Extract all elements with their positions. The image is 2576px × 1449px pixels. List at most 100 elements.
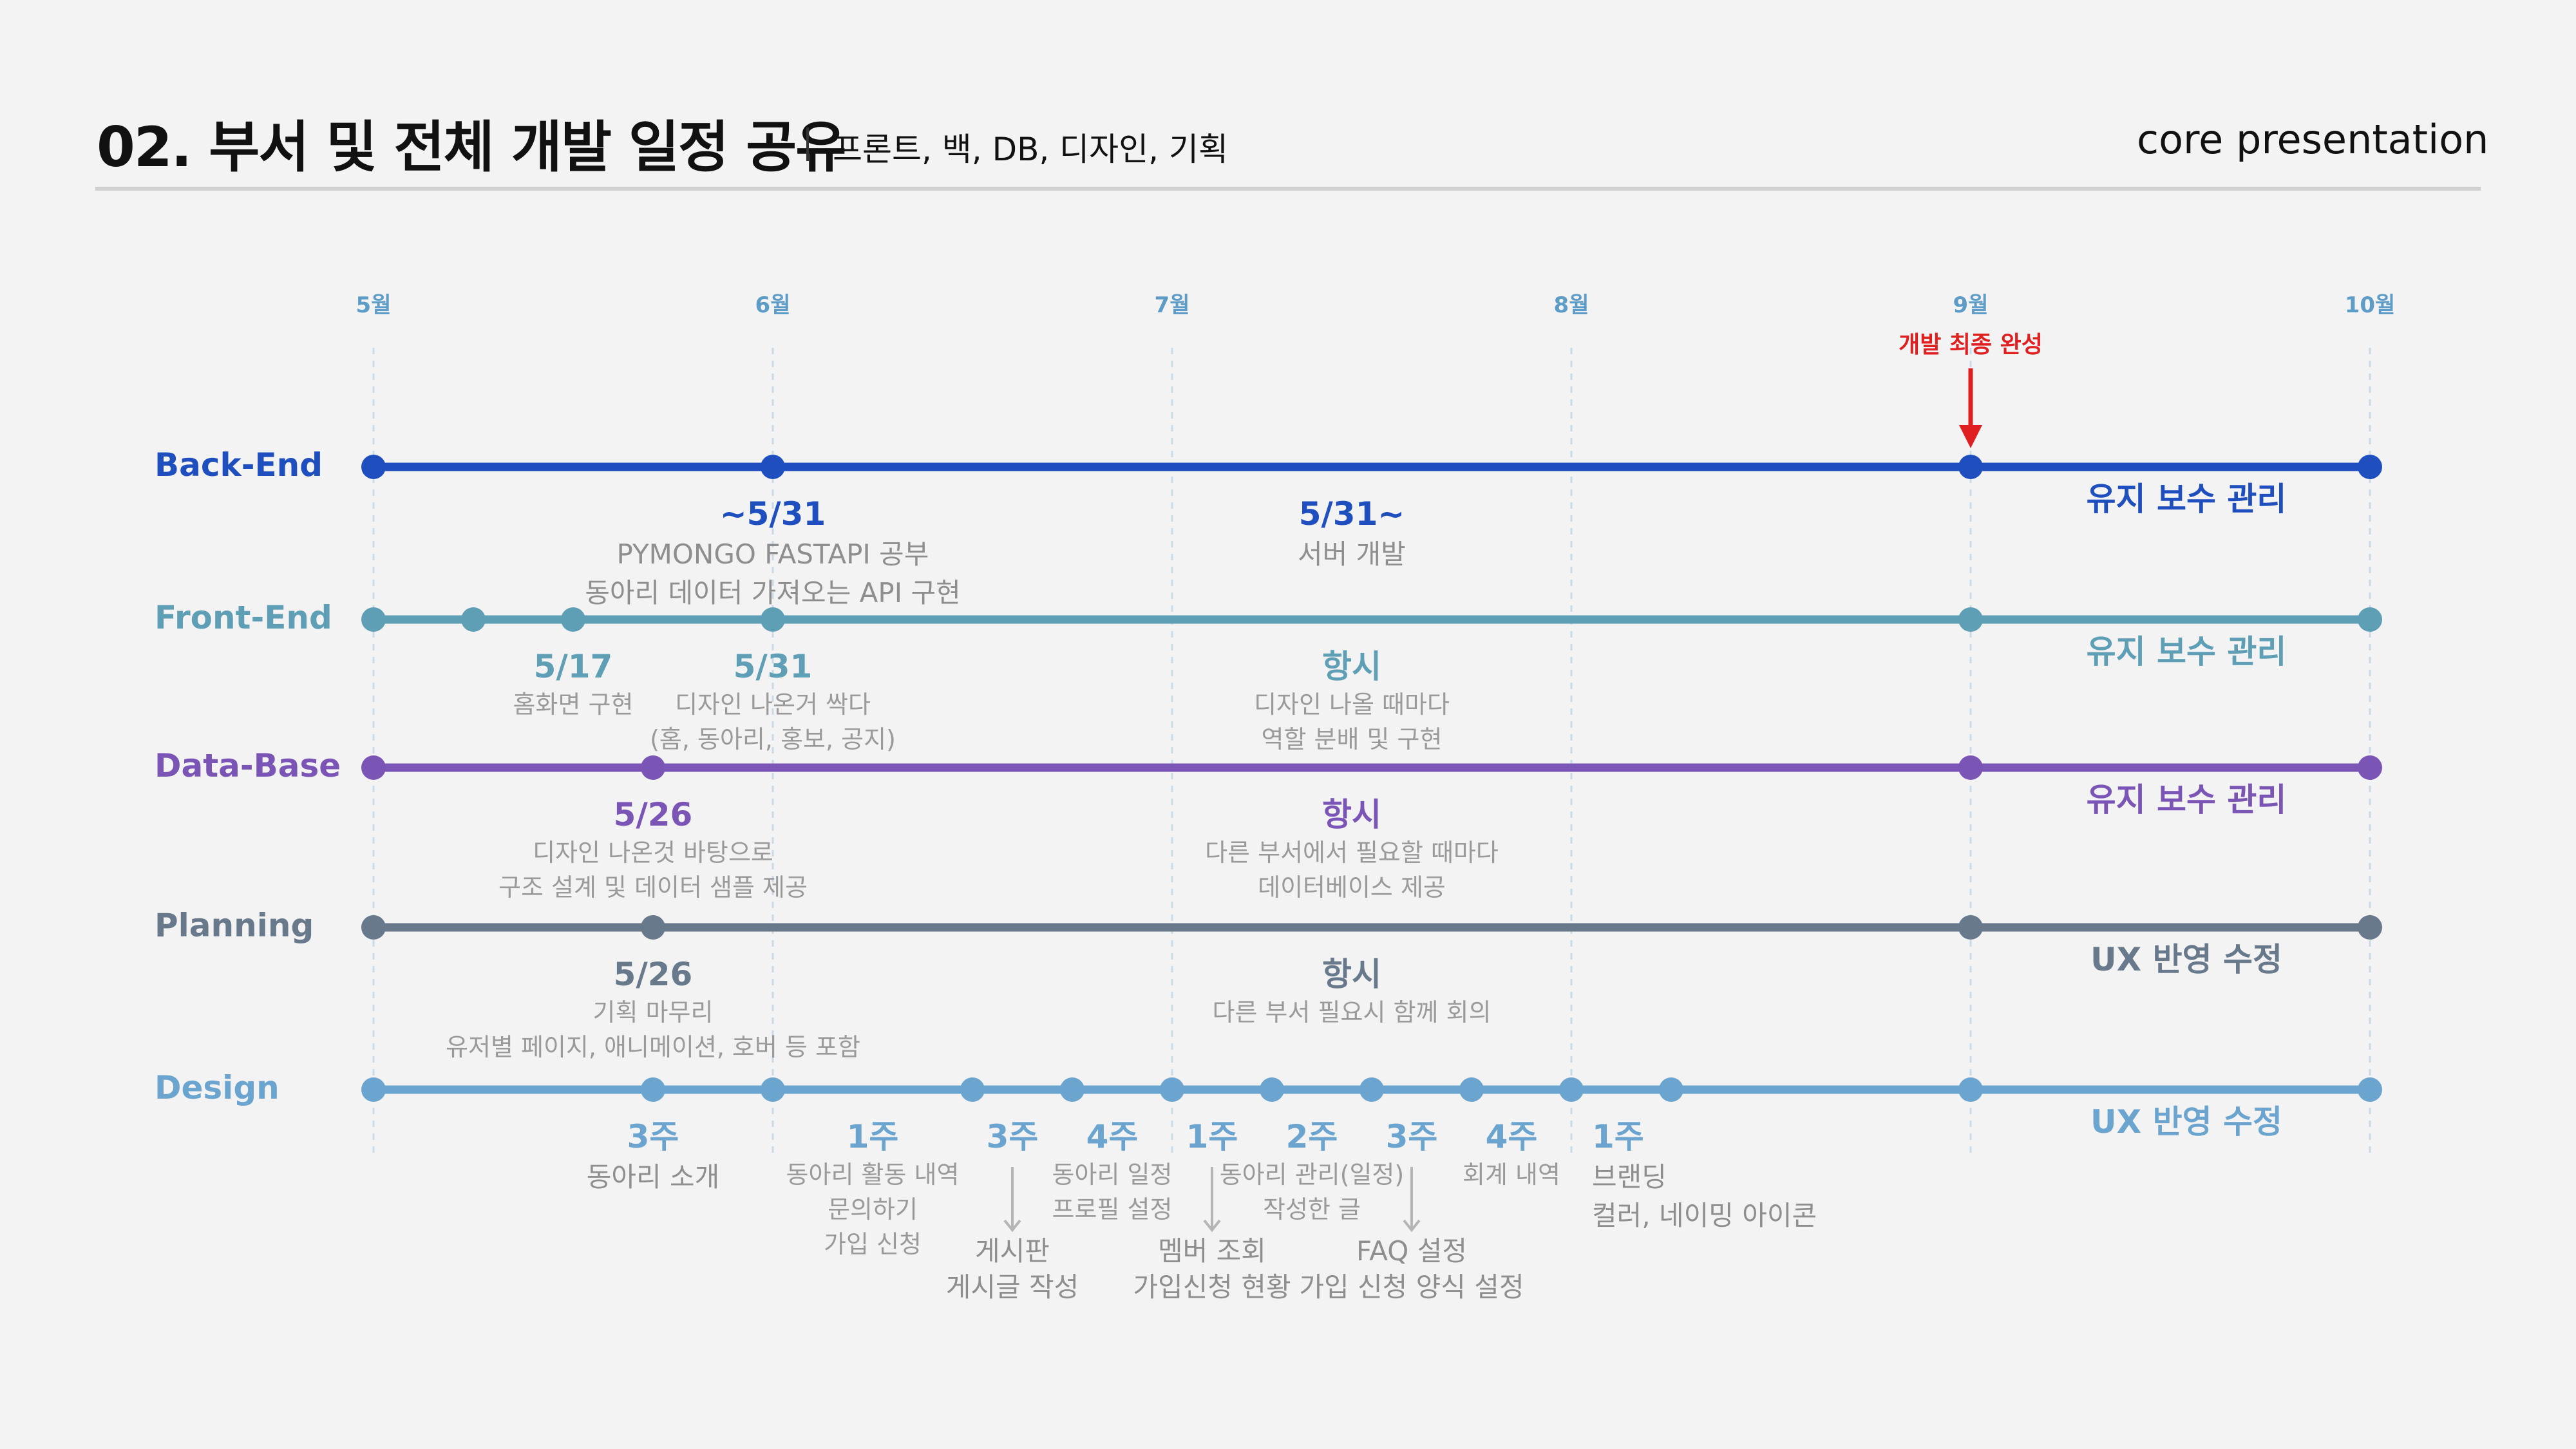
milestone-desc: 역할 분배 및 구현: [1262, 725, 1443, 753]
milestone-desc: 유저별 페이지, 애니메이션, 호버 등 포함: [446, 1033, 860, 1061]
milestone-dot: [1958, 455, 1983, 479]
milestone-dot: [1260, 1077, 1284, 1102]
brand-label: core presentation: [2137, 116, 2489, 163]
end-label-design: UX 반영 수정: [2090, 1103, 2282, 1141]
milestone-dot: [2358, 915, 2382, 940]
milestone-desc: 동아리 활동 내역: [786, 1160, 960, 1189]
milestone-title: 5/17: [534, 648, 613, 685]
milestone-dot: [761, 455, 785, 479]
milestone-dot: [2358, 1077, 2382, 1102]
milestone-desc: 홈화면 구현: [513, 690, 634, 719]
milestone-desc-below: 멤버 조회: [1158, 1235, 1266, 1267]
page-title: 02. 부서 및 전체 개발 일정 공유: [97, 115, 846, 180]
deadline-arrow-head: [1959, 425, 1982, 448]
milestone-desc: 회계 내역: [1463, 1160, 1560, 1189]
milestone-desc: 구조 설계 및 데이터 샘플 제공: [498, 873, 808, 902]
milestone-title: 3주: [627, 1118, 679, 1155]
milestone-desc: 디자인 나온거 싹다: [675, 690, 871, 719]
row-label-backend: Back-End: [155, 446, 323, 484]
milestone-dot: [2358, 607, 2382, 632]
milestone-desc: 브랜딩: [1592, 1161, 1667, 1193]
milestone-dot: [2358, 755, 2382, 780]
milestone-title: 5/31~: [1299, 495, 1405, 533]
milestone-desc: 서버 개발: [1298, 538, 1406, 570]
milestone-desc: 동아리 데이터 가져오는 API 구현: [585, 577, 961, 609]
row-label-design: Design: [155, 1069, 279, 1106]
milestone-dot: [641, 915, 665, 940]
milestone-title: 2주: [1286, 1118, 1338, 1155]
down-arrow-head: [1403, 1219, 1421, 1233]
page-subtitle: 프론트, 백, DB, 디자인, 기획: [833, 131, 1228, 168]
month-label: 5월: [356, 292, 392, 318]
end-label-planning: UX 반영 수정: [2090, 941, 2282, 978]
milestone-title: 3주: [987, 1118, 1039, 1155]
milestone-title: 1주: [1592, 1118, 1644, 1155]
milestone-dot: [361, 607, 386, 632]
milestone-desc: 작성한 글: [1263, 1195, 1361, 1224]
down-arrow-head: [1003, 1219, 1021, 1233]
end-label-database: 유지 보수 관리: [2087, 781, 2287, 819]
milestone-desc: 컬러, 네이밍 아이콘: [1592, 1200, 1817, 1231]
milestone-desc-below: FAQ 설정: [1356, 1235, 1467, 1267]
header-rule: [95, 187, 2481, 191]
milestone-title: 5/26: [614, 796, 693, 833]
milestone-desc: 가입 신청: [824, 1230, 922, 1258]
milestone-desc: 디자인 나올 때마다: [1254, 690, 1450, 719]
milestone-dot: [1659, 1077, 1683, 1102]
month-label: 9월: [1953, 292, 1989, 318]
milestone-desc: PYMONGO FASTAPI 공부: [617, 538, 929, 570]
milestone-title: 5/31: [734, 648, 813, 685]
month-label: 6월: [755, 292, 791, 318]
milestone-dot: [1958, 755, 1983, 780]
milestone-dot: [1958, 607, 1983, 632]
end-label-frontend: 유지 보수 관리: [2087, 633, 2287, 670]
milestone-desc: (홈, 동아리, 홍보, 공지): [650, 725, 896, 753]
milestone-title: 5/26: [614, 956, 693, 993]
milestone-dot: [1958, 915, 1983, 940]
month-label: 10월: [2345, 292, 2396, 318]
milestone-desc: 데이터베이스 제공: [1258, 873, 1446, 902]
milestone-title: ~5/31: [720, 495, 826, 533]
milestone-dot: [1359, 1077, 1384, 1102]
milestone-dot: [641, 1077, 665, 1102]
milestone-dot: [1060, 1077, 1084, 1102]
end-label-backend: 유지 보수 관리: [2087, 480, 2287, 518]
milestone-title: 항시: [1322, 648, 1381, 685]
down-arrow-head: [1203, 1219, 1221, 1233]
milestone-desc: 기획 마무리: [593, 998, 714, 1027]
row-label-planning: Planning: [155, 907, 314, 944]
milestone-dot: [361, 455, 386, 479]
milestone-dot: [1958, 1077, 1983, 1102]
deadline-label: 개발 최종 완성: [1899, 332, 2043, 358]
milestone-title: 3주: [1386, 1118, 1438, 1155]
milestone-dot: [1459, 1077, 1484, 1102]
milestone-dot: [2358, 455, 2382, 479]
milestone-desc: 다른 부서에서 필요할 때마다: [1205, 838, 1499, 867]
milestone-dot: [361, 755, 386, 780]
milestone-dot: [761, 607, 785, 632]
milestone-desc: 동아리 관리(일정): [1220, 1160, 1404, 1189]
milestone-title: 1주: [1186, 1118, 1238, 1155]
milestone-desc-below: 게시판: [975, 1235, 1050, 1267]
milestone-dot: [561, 607, 585, 632]
milestone-desc: 다른 부서 필요시 함께 회의: [1213, 998, 1492, 1027]
milestone-dot: [361, 915, 386, 940]
milestone-dot: [1160, 1077, 1184, 1102]
milestone-dot: [960, 1077, 985, 1102]
milestone-desc: 동아리 일정: [1052, 1160, 1173, 1189]
milestone-title: 1주: [847, 1118, 899, 1155]
milestone-dot: [641, 755, 665, 780]
row-label-frontend: Front-End: [155, 599, 332, 636]
header-divider: [806, 128, 809, 161]
milestone-desc: 문의하기: [828, 1195, 918, 1224]
milestone-title: 4주: [1086, 1118, 1139, 1155]
milestone-dot: [761, 1077, 785, 1102]
milestone-desc-below: 가입 신청 양식 설정: [1299, 1271, 1524, 1303]
milestone-desc: 프로필 설정: [1052, 1195, 1173, 1224]
milestone-title: 항시: [1322, 956, 1381, 993]
milestone-desc: 디자인 나온것 바탕으로: [533, 838, 773, 867]
milestone-desc: 동아리 소개: [587, 1161, 720, 1193]
row-label-database: Data-Base: [155, 747, 341, 784]
milestone-desc-below: 게시글 작성: [946, 1271, 1079, 1303]
